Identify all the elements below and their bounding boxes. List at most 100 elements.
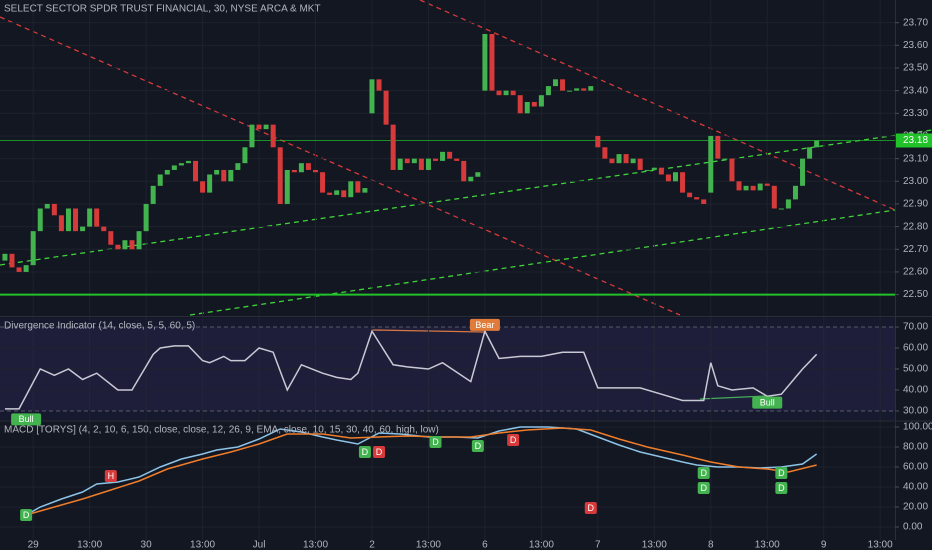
candle <box>602 147 608 159</box>
y-tick-label: 50.00 <box>903 364 928 375</box>
candle <box>200 181 206 193</box>
y-tick-label: 23.50 <box>903 63 928 74</box>
annotation-box <box>20 509 33 521</box>
y-tick-label: 23.00 <box>903 176 928 187</box>
annotation-box <box>11 413 42 426</box>
candle <box>757 183 763 191</box>
x-tick-label: 9 <box>821 540 827 550</box>
x-tick-label: 13:00 <box>303 540 328 550</box>
candle <box>468 176 474 182</box>
y-tick-label: 23.60 <box>903 40 928 51</box>
candle <box>447 151 453 159</box>
candle <box>489 33 495 91</box>
candle <box>334 190 340 195</box>
candle <box>708 135 714 193</box>
trendline <box>419 0 896 211</box>
y-tick-label: 23.30 <box>903 108 928 119</box>
x-tick-label: 30 <box>141 540 153 550</box>
y-tick-label: 30.00 <box>903 406 928 417</box>
candle <box>778 208 784 210</box>
annotation-label: D <box>362 447 369 457</box>
candle <box>327 192 333 195</box>
annotation-box <box>373 446 386 458</box>
candle <box>58 215 64 232</box>
candle <box>341 190 347 198</box>
y-tick-label: 22.50 <box>903 289 928 300</box>
candle <box>249 124 255 148</box>
candle <box>305 163 311 170</box>
x-tick-label: 7 <box>595 540 601 550</box>
candle <box>256 124 262 130</box>
candle <box>214 169 220 175</box>
x-tick-label: 8 <box>708 540 714 550</box>
candle <box>164 169 170 175</box>
price-label-box <box>896 133 932 148</box>
candle <box>814 140 820 148</box>
candle <box>425 158 431 170</box>
y-tick-label: 23.70 <box>903 17 928 28</box>
candle <box>560 79 566 91</box>
plot-layer <box>0 0 895 540</box>
candle <box>454 158 460 161</box>
candle <box>609 158 615 164</box>
annotation-box <box>775 467 788 479</box>
indicator-title: Divergence Indicator (14, close, 5, 5, 6… <box>4 321 195 332</box>
chart-title: SELECT SECTOR SPDR TRUST FINANCIAL, 30, … <box>4 4 321 15</box>
candle <box>687 192 693 198</box>
candle <box>792 185 798 200</box>
candle <box>567 90 573 92</box>
candle <box>644 169 650 171</box>
candle <box>510 90 516 96</box>
candle <box>658 167 664 175</box>
annotation-label: D <box>700 468 707 478</box>
x-tick-label: 13:00 <box>642 540 667 550</box>
candle <box>284 169 290 204</box>
candle <box>552 79 558 87</box>
candle <box>277 147 283 204</box>
candle <box>30 231 36 266</box>
annotation-box <box>584 502 597 514</box>
candle <box>185 160 191 164</box>
candle <box>694 197 700 200</box>
candle <box>298 163 304 173</box>
candle <box>44 203 50 209</box>
candle <box>9 253 15 268</box>
trendline <box>189 209 896 316</box>
candle <box>355 181 361 193</box>
x-tick-label: 13:00 <box>755 540 780 550</box>
candle <box>65 208 71 232</box>
annotation-label: D <box>23 510 30 520</box>
candle <box>397 158 403 170</box>
y-tick-label: 22.60 <box>903 267 928 278</box>
y-tick-label: 22.80 <box>903 221 928 232</box>
candle <box>136 231 142 250</box>
y-tick-label: 60.00 <box>903 343 928 354</box>
candle <box>171 165 177 170</box>
y-tick-label: 80.00 <box>903 442 928 453</box>
annotation-label: D <box>588 503 595 513</box>
candle <box>320 172 326 193</box>
line <box>4 329 818 410</box>
candle <box>16 267 22 272</box>
candle <box>715 135 721 159</box>
candle <box>313 169 319 173</box>
candle <box>440 151 446 161</box>
candle <box>588 86 594 91</box>
y-tick-label: 22.90 <box>903 199 928 210</box>
annotation-label: D <box>778 483 785 493</box>
x-tick-label: 29 <box>28 540 40 550</box>
candle <box>242 147 248 164</box>
candle <box>23 265 29 272</box>
candle <box>129 240 135 250</box>
candle <box>235 163 241 170</box>
candle <box>750 185 756 191</box>
candle <box>672 172 678 182</box>
indicator-title: MACD [TORYS] (4, 2, 10, 6, 150, close, c… <box>4 425 439 436</box>
x-tick-label: 2 <box>369 540 375 550</box>
annotation-box <box>697 482 710 494</box>
candle <box>503 90 509 96</box>
candle <box>800 158 806 186</box>
candle <box>630 158 636 164</box>
